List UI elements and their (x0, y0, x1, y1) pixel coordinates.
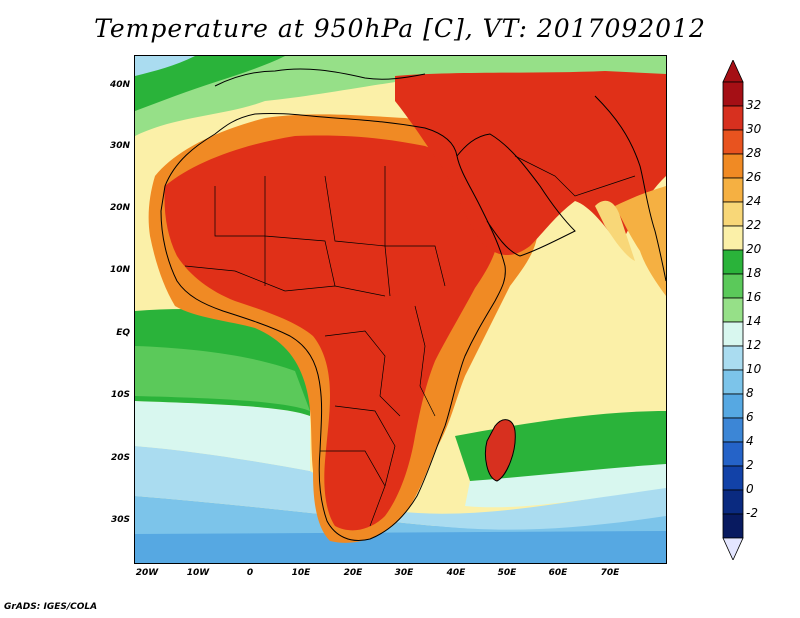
field-band-cool-atlantic (135, 401, 310, 471)
border-1 (214, 186, 266, 286)
colorbar-label: 20 (746, 242, 762, 256)
colorbar-swatch (722, 105, 744, 131)
colorbar-label: 28 (746, 146, 762, 160)
map-panel (134, 55, 667, 564)
field-band-blue (135, 496, 666, 534)
lon-tick-label: 20E (343, 568, 363, 578)
lon-tick-label: 40E (446, 568, 466, 578)
colorbar-swatch (722, 321, 744, 347)
lat-tick-label: 30S (110, 515, 130, 525)
colorbar-swatch (722, 465, 744, 491)
lat-tick-label: 40N (109, 80, 130, 90)
lon-tick-label: 30E (394, 568, 414, 578)
colorbar-swatch (722, 249, 744, 275)
field-madagascar (485, 419, 516, 481)
field-band-lightgreen-atlantic (135, 346, 310, 411)
colorbar-label: 32 (746, 98, 762, 112)
colorbar-under-triangle (722, 537, 744, 560)
lat-tick-label: 20N (109, 203, 130, 213)
colorbar-swatch (722, 393, 744, 419)
colorbar-swatch (722, 489, 744, 515)
colorbar-label: 2 (746, 458, 754, 472)
coastlines (160, 68, 666, 541)
colorbar-swatch (722, 153, 744, 179)
lon-tick-label: 20W (135, 568, 159, 578)
colorbar-swatch (722, 369, 744, 395)
lat-tick-label: EQ (116, 328, 130, 338)
field-india-warm (615, 186, 666, 296)
border-3 (324, 175, 391, 297)
lon-tick-label: 0 (246, 568, 254, 578)
colorbar-swatch (722, 441, 744, 467)
madagascar-coastline (484, 419, 516, 482)
colorbar-label: 16 (746, 290, 762, 304)
temperature-field (135, 56, 666, 563)
field-band-lightblue (135, 446, 666, 530)
border-9 (414, 305, 436, 417)
colorbar-swatch (722, 417, 744, 443)
colorbar-label: 4 (746, 434, 754, 448)
colorbar-swatch (722, 513, 744, 539)
border-8 (320, 450, 386, 527)
colorbar-label: 10 (746, 362, 762, 376)
africa-coastline (160, 112, 506, 541)
field-band-cool-indian (465, 461, 666, 508)
border-6 (324, 330, 401, 417)
colorbar-swatch (722, 177, 744, 203)
lon-tick-label: 50E (497, 568, 517, 578)
lon-tick-label: 60E (548, 568, 568, 578)
field-band-north-blue (135, 56, 195, 76)
colorbar (722, 60, 744, 560)
arabia-coastline (456, 133, 576, 257)
lat-tick-label: 20S (110, 453, 130, 463)
colorbar-label: 18 (746, 266, 762, 280)
field-africa-hot (164, 135, 499, 531)
country-borders (184, 155, 636, 527)
colorbar-label: 24 (746, 194, 762, 208)
colorbar-swatch (722, 297, 744, 323)
colorbar-label: 14 (746, 314, 762, 328)
border-2 (264, 176, 336, 287)
field-india-mild (595, 200, 635, 261)
border-10 (514, 155, 636, 197)
colorbar-label: -2 (746, 506, 758, 520)
lon-tick-label: 10W (186, 568, 210, 578)
lon-tick-label: 10E (291, 568, 311, 578)
colorbar-label: 8 (746, 386, 754, 400)
grads-credit: GrADS: IGES/COLA (4, 602, 98, 612)
colorbar-swatch (722, 225, 744, 251)
colorbar-label: 0 (746, 482, 754, 496)
india-coastline (594, 95, 666, 282)
colorbar-label: 30 (746, 122, 762, 136)
colorbar-label: 26 (746, 170, 762, 184)
border-7 (334, 405, 396, 487)
colorbar-swatch (722, 273, 744, 299)
lat-tick-label: 10N (109, 265, 130, 275)
colorbar-swatch (722, 81, 744, 107)
map-title: Temperature at 950hPa [C], VT: 201709201… (94, 14, 706, 43)
field-band-north-atlantic (135, 56, 285, 111)
europe-coastline (214, 68, 426, 87)
lon-tick-label: 70E (600, 568, 620, 578)
lat-tick-label: 10S (110, 390, 130, 400)
colorbar-label: 22 (746, 218, 762, 232)
border-5 (184, 265, 386, 297)
colorbar-swatch (722, 345, 744, 371)
colorbar-swatch (722, 201, 744, 227)
colorbar-label: 12 (746, 338, 762, 352)
colorbar-over-triangle (722, 60, 744, 83)
colorbar-label: 6 (746, 410, 754, 424)
lat-tick-label: 30N (109, 141, 130, 151)
colorbar-swatch (722, 129, 744, 155)
border-4 (384, 166, 446, 287)
